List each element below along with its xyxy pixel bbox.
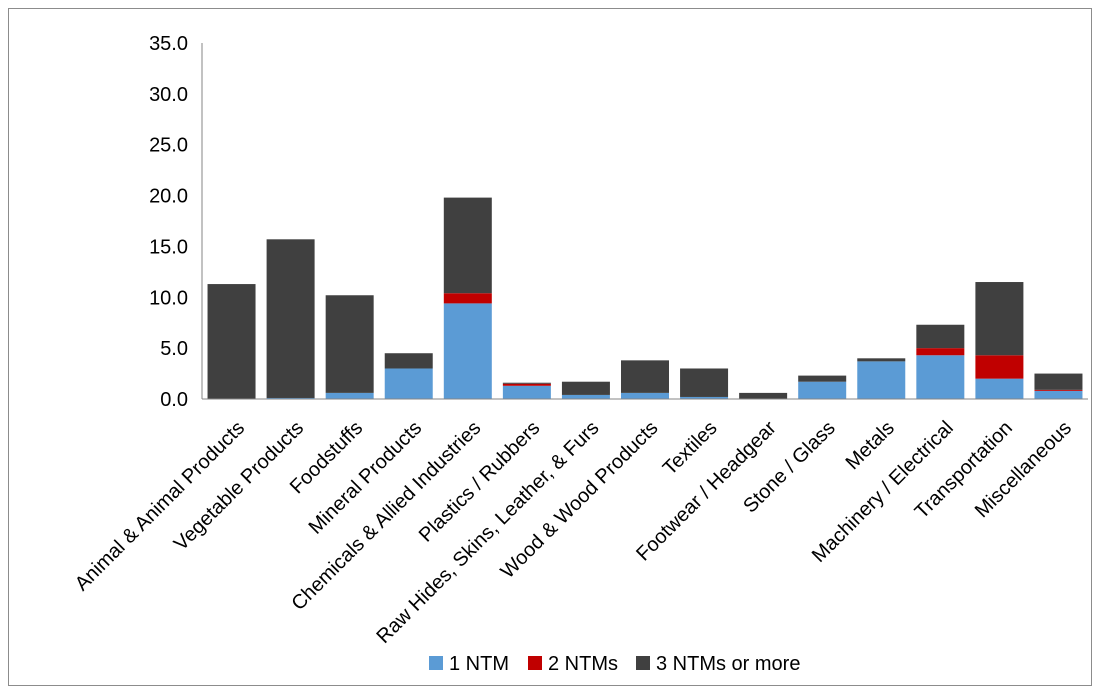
bar-segment	[916, 324, 965, 349]
y-tick-label: 15.0	[149, 236, 188, 258]
bar-segment	[325, 392, 374, 399]
x-tick-label: Metals	[842, 417, 899, 474]
bar-segment	[916, 348, 965, 356]
bar-segment	[916, 355, 965, 399]
legend-label: 1 NTM	[449, 653, 509, 675]
legend-swatch	[429, 656, 443, 670]
bar-segment	[561, 381, 610, 395]
bar-segment	[561, 394, 610, 399]
bar-segment	[798, 375, 847, 382]
bar-segment	[384, 353, 433, 369]
bars	[207, 197, 1083, 399]
bar-segment	[857, 361, 906, 399]
y-tick-label: 30.0	[149, 84, 188, 106]
bar-segment	[1034, 389, 1083, 391]
bar-segment	[502, 385, 551, 399]
legend-swatch	[528, 656, 542, 670]
bar-segment	[443, 293, 492, 304]
bar-segment	[443, 303, 492, 399]
y-tick-label: 35.0	[149, 33, 188, 55]
legend-label: 3 NTMs or more	[656, 653, 800, 675]
bar-segment	[621, 360, 669, 393]
bar-segment	[1034, 373, 1083, 390]
bar-segment	[975, 378, 1024, 399]
bar-segment	[266, 239, 315, 398]
bar-segment	[621, 392, 669, 399]
bar-segment	[325, 295, 374, 393]
y-axis: 0.0 5.0 10.0 15.0 20.0 25.0 30.0 35.0	[149, 33, 203, 411]
y-tick-label: 10.0	[149, 287, 188, 309]
legend-swatch	[636, 656, 650, 670]
y-tick-label: 25.0	[149, 135, 188, 157]
legend-label: 2 NTMs	[548, 653, 618, 675]
bar-segment	[857, 358, 906, 362]
bar-segment	[266, 397, 315, 399]
bar-segment	[207, 284, 256, 399]
bar-segment	[680, 396, 729, 399]
y-tick-label: 20.0	[149, 186, 188, 208]
bar-segment	[798, 381, 847, 399]
chart-frame	[8, 8, 1092, 686]
bar-segment	[680, 368, 729, 397]
bar-segment	[739, 392, 788, 399]
y-tick-label: 0.0	[160, 389, 188, 411]
bar-segment	[502, 383, 551, 386]
bar-segment	[384, 368, 433, 399]
y-tick-label: 5.0	[160, 338, 188, 360]
bar-segment	[502, 382, 551, 384]
legend: 1 NTM 2 NTMs 3 NTMs or more	[429, 653, 800, 675]
bar-segment	[443, 197, 492, 294]
bar-segment	[1034, 390, 1083, 399]
bar-segment	[975, 355, 1024, 379]
bar-segment	[975, 282, 1024, 356]
